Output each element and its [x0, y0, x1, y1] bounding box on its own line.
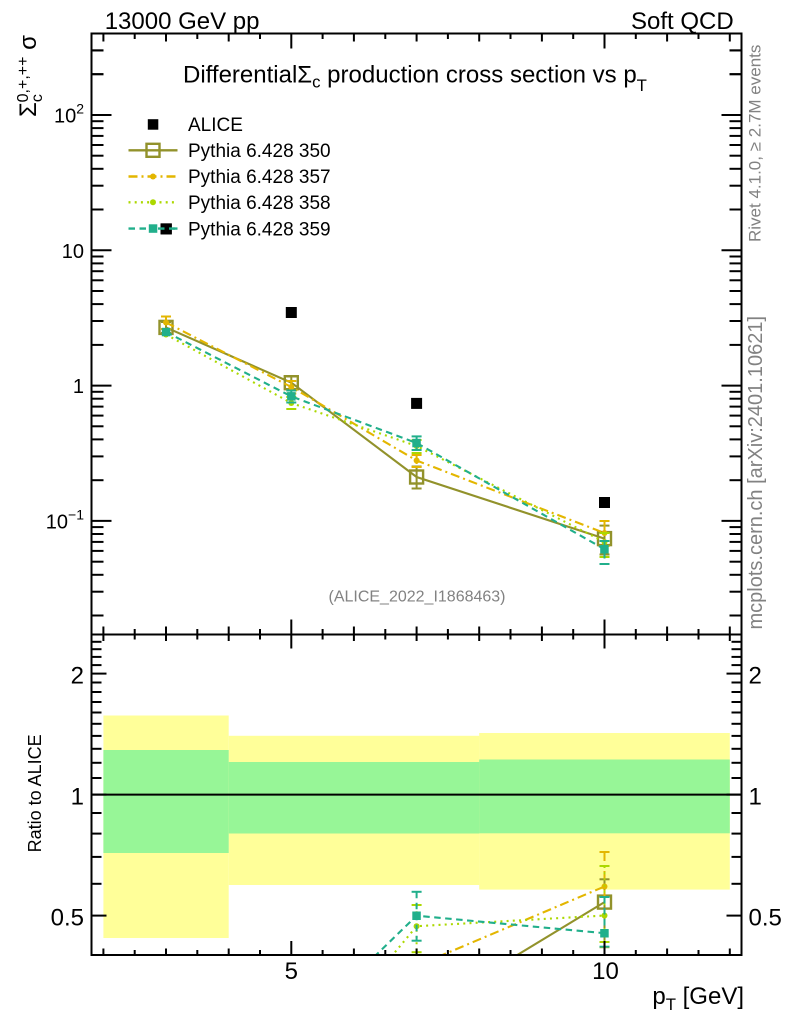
svg-text:5: 5 — [285, 958, 298, 985]
svg-text:Pythia 6.428 350: Pythia 6.428 350 — [188, 141, 331, 162]
svg-text:Ratio to ALICE: Ratio to ALICE — [25, 734, 45, 852]
svg-text:mcplots.cern.ch [arXiv:2401.10: mcplots.cern.ch [arXiv:2401.10621] — [745, 316, 767, 630]
svg-text:Pythia 6.428 359: Pythia 6.428 359 — [188, 219, 331, 240]
svg-text:Rivet 4.1.0, ≥ 2.7M events: Rivet 4.1.0, ≥ 2.7M events — [746, 45, 765, 242]
svg-text:10: 10 — [592, 958, 619, 985]
svg-text:ALICE: ALICE — [188, 115, 243, 136]
svg-text:1: 1 — [749, 784, 762, 811]
svg-text:1: 1 — [73, 376, 84, 398]
svg-text:Pythia 6.428 358: Pythia 6.428 358 — [188, 193, 331, 214]
svg-text:0.5: 0.5 — [51, 905, 84, 932]
svg-text:Soft QCD: Soft QCD — [631, 8, 734, 35]
svg-text:(ALICE_2022_I1868463): (ALICE_2022_I1868463) — [328, 589, 505, 606]
svg-text:Pythia 6.428 357: Pythia 6.428 357 — [188, 167, 331, 188]
svg-text:0.5: 0.5 — [749, 905, 782, 932]
svg-text:1: 1 — [71, 784, 84, 811]
svg-text:2: 2 — [749, 663, 762, 690]
svg-text:2: 2 — [71, 663, 84, 690]
svg-text:10: 10 — [62, 241, 84, 263]
svg-text:13000 GeV pp: 13000 GeV pp — [105, 8, 260, 35]
